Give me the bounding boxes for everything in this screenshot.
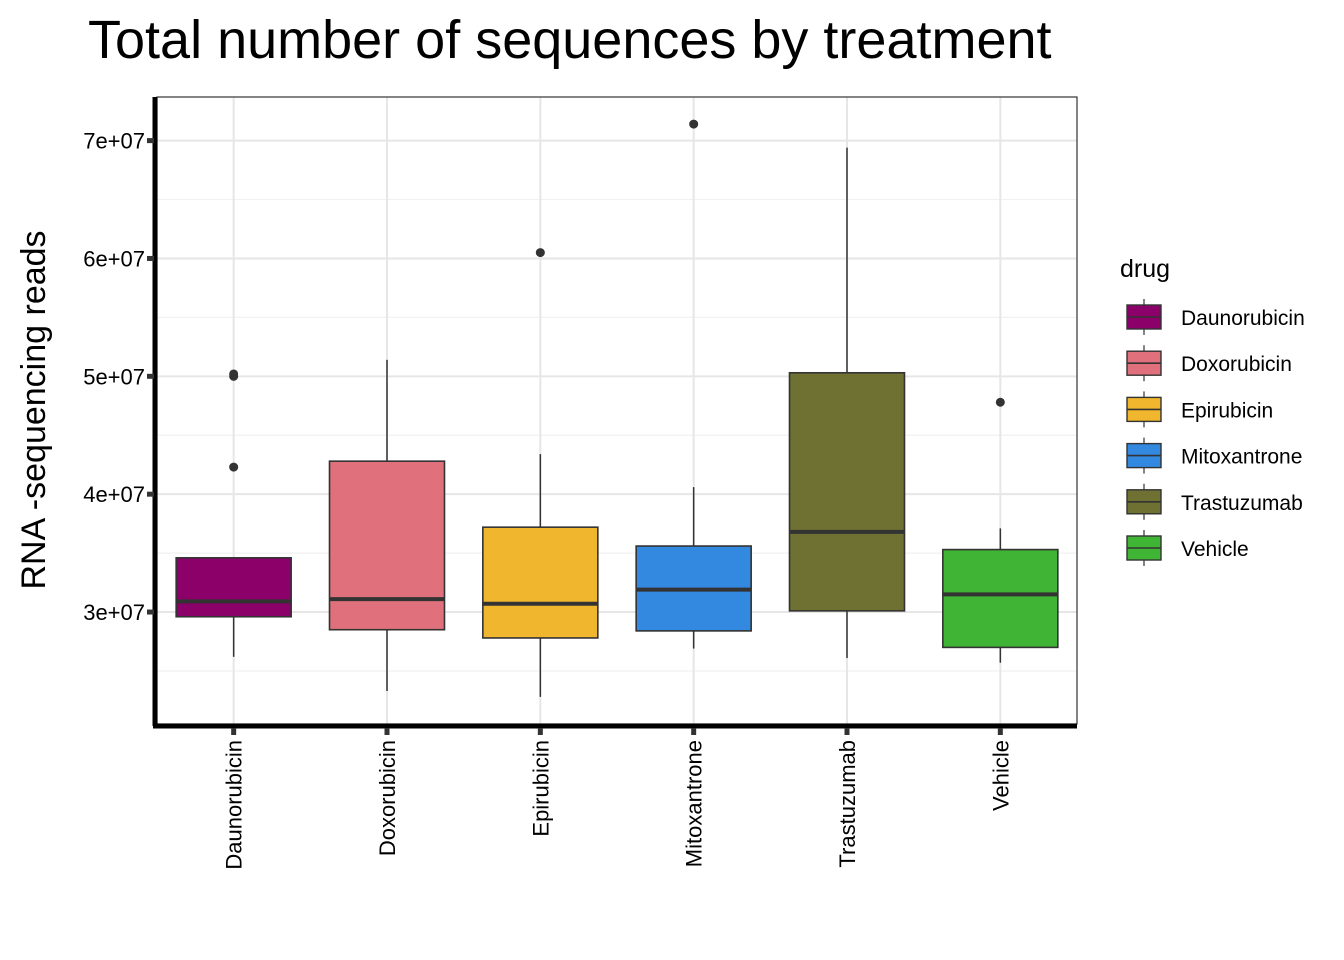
outlier-point [535,248,545,258]
box-epirubicin [482,526,599,639]
legend-label: Vehicle [1181,538,1249,561]
box-trastuzumab [788,371,906,612]
outlier-point [689,119,699,129]
y-tick-label: 3e+07 [83,600,145,625]
box-vehicle [942,548,1059,649]
outlier-point [229,369,239,379]
y-tick-label: 7e+07 [83,129,145,154]
outlier-point [229,462,239,472]
legend-label: Mitoxantrone [1181,446,1302,469]
legend-label: Doxorubicin [1181,353,1292,376]
box-doxorubicin [328,460,446,631]
legend-title: drug [1120,255,1170,283]
x-tick-label: Vehicle [988,740,1013,811]
chart-title: Total number of sequences by treatment [88,10,1052,70]
x-tick-label: Mitoxantrone [682,740,707,867]
x-tick-label: Trastuzumab [835,740,860,868]
y-tick-label: 5e+07 [83,364,145,389]
x-tick-label: Daunorubicin [222,740,247,870]
outlier-point [995,397,1005,407]
legend-label: Daunorubicin [1181,307,1305,330]
box-daunorubicin [175,557,292,618]
y-tick-label: 4e+07 [83,482,145,507]
legend-label: Epirubicin [1181,399,1273,422]
plot-panel [157,97,1077,724]
legend-label: Trastuzumab [1181,492,1303,515]
y-tick-label: 6e+07 [83,246,145,271]
x-tick-label: Doxorubicin [375,740,400,856]
y-axis-label: RNA -sequencing reads [15,230,53,589]
x-tick-label: Epirubicin [528,740,553,837]
